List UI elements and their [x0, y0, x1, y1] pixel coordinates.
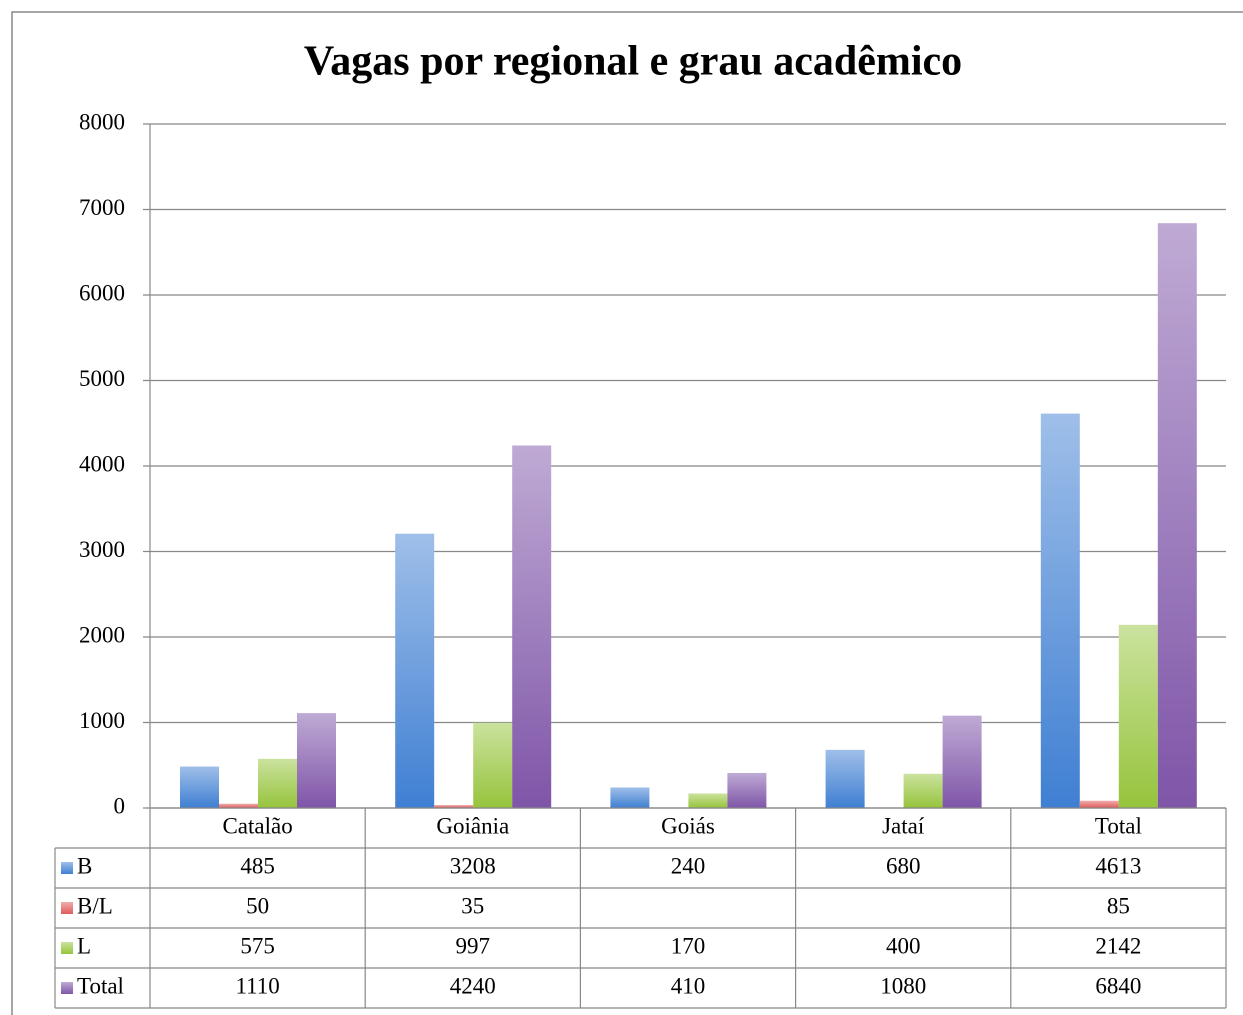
bar: [512, 445, 552, 808]
table-value: 3208: [450, 853, 496, 878]
y-tick-label: 8000: [79, 109, 125, 134]
bar: [395, 533, 435, 808]
y-tick-label: 4000: [79, 451, 125, 476]
bar: [1157, 223, 1197, 808]
table-value: 575: [240, 933, 275, 958]
table-value: 4613: [1095, 853, 1141, 878]
legend-swatch: [61, 862, 73, 874]
table-value: 35: [461, 893, 484, 918]
bar: [942, 715, 982, 808]
x-tick-label: Jataí: [882, 813, 925, 838]
table-value: 4240: [450, 973, 496, 998]
y-tick-label: 6000: [79, 280, 125, 305]
y-tick-label: 2000: [79, 622, 125, 647]
bar: [727, 772, 767, 808]
table-value: 680: [886, 853, 921, 878]
x-tick-label: Catalão: [222, 813, 292, 838]
table-value: 1110: [235, 973, 279, 998]
table-value: 485: [240, 853, 275, 878]
table-value: 240: [671, 853, 706, 878]
bar: [1040, 413, 1080, 808]
table-value: 1080: [880, 973, 926, 998]
bar: [434, 805, 474, 808]
table-value: 400: [886, 933, 921, 958]
x-tick-label: Total: [1095, 813, 1142, 838]
bar: [1118, 624, 1158, 808]
table-value: 997: [456, 933, 491, 958]
x-tick-label: Goiás: [661, 813, 715, 838]
bar: [610, 787, 650, 808]
legend-label: B: [77, 853, 92, 878]
bar: [688, 793, 728, 808]
legend-label: B/L: [77, 893, 113, 918]
legend-swatch: [61, 902, 73, 914]
table-value: 50: [246, 893, 269, 918]
bar: [903, 773, 943, 808]
bar: [180, 766, 219, 808]
bar: [219, 803, 258, 808]
chart-border: [11, 11, 1243, 1015]
chart-title: Vagas por regional e grau acadêmico: [304, 39, 962, 85]
y-tick-label: 0: [114, 793, 126, 818]
x-tick-label: Goiânia: [436, 813, 509, 838]
bar: [258, 758, 297, 808]
table-value: 6840: [1095, 973, 1141, 998]
table-value: 170: [671, 933, 706, 958]
table-value: 2142: [1095, 933, 1141, 958]
legend-label: L: [77, 933, 91, 958]
bar: [825, 749, 865, 808]
legend-swatch: [61, 982, 73, 994]
bar: [297, 713, 336, 808]
legend-swatch: [61, 942, 73, 954]
table-value: 85: [1107, 893, 1130, 918]
y-tick-label: 5000: [79, 366, 125, 391]
y-tick-label: 1000: [79, 708, 125, 733]
table-value: 410: [671, 973, 706, 998]
y-tick-label: 3000: [79, 537, 125, 562]
bar: [1079, 800, 1119, 808]
bar: [473, 722, 513, 808]
legend-label: Total: [77, 973, 124, 998]
y-tick-label: 7000: [79, 195, 125, 220]
